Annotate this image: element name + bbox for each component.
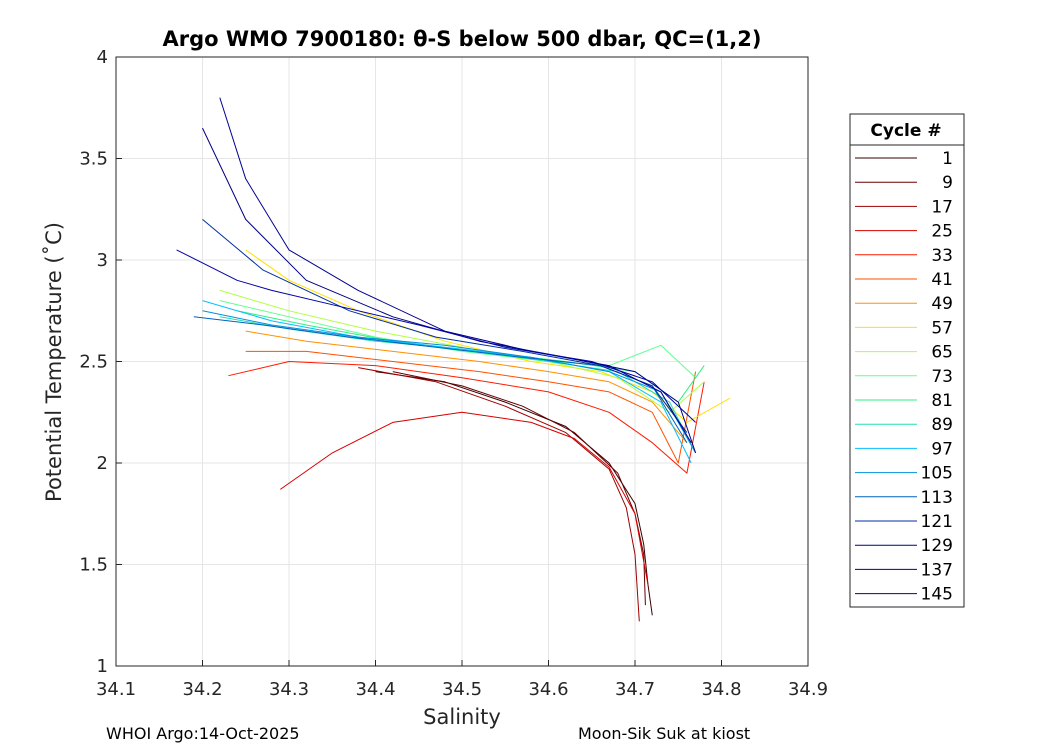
legend-title: Cycle # [870,121,941,141]
x-axis-label: Salinity [423,705,501,729]
series-cycle-105 [202,310,697,454]
x-tick-label: 34.5 [442,679,482,700]
legend-label: 121 [921,512,953,532]
y-axis-label: Potential Temperature (˚C) [42,222,66,502]
x-tick-label: 34.2 [182,679,222,700]
y-tick-label: 3 [97,250,108,271]
y-tick-label: 1.5 [79,555,108,576]
grid [115,56,809,667]
series-cycle-129 [202,127,697,454]
ticks: 34.1 34.2 34.3 34.4 34.5 34.6 34.7 34.8 34.9 1 1.5… [79,47,828,700]
x-tick-label: 34.4 [355,679,395,700]
series-cycle-17 [358,367,640,622]
series-cycle-57 [245,249,731,423]
legend-label: 73 [931,367,953,387]
legend-label: 97 [931,439,953,459]
footer-author: Moon-Sik Suk at kiost [578,724,751,743]
y-tick-label: 2.5 [79,352,108,373]
series-cycle-121 [202,219,688,433]
series-cycle-73 [219,300,696,379]
y-tick-label: 3.5 [79,149,108,170]
x-tick-label: 34.7 [615,679,655,700]
legend-label: 89 [931,415,953,435]
series-cycle-113 [193,316,688,443]
legend-entries: 1 9 17 25 33 41 49 57 65 73 81 89 97 105 113 121 129 137 1… [855,149,953,605]
series-cycle-97 [202,300,692,464]
legend-label: 137 [921,560,953,580]
y-tick-label: 1 [97,656,108,677]
legend-label: 57 [931,318,953,338]
y-tick-label: 2 [97,453,108,474]
legend-label: 105 [921,464,953,484]
series-cycle-25 [280,411,649,585]
legend-label: 49 [931,294,953,314]
legend-label: 25 [931,222,953,242]
legend-label: 145 [921,585,953,605]
legend-box [849,113,965,608]
legend-label: 33 [931,246,953,266]
legend: Cycle # 1 9 17 25 33 41 49 57 65 73 81 89 97 105 113 12… [849,113,965,608]
series-layer [176,97,731,622]
footer-credit-date: WHOI Argo:14-Oct-2025 [106,724,300,743]
y-tick-label: 4 [97,47,108,68]
x-tick-label: 34.8 [701,679,741,700]
chart-title: Argo WMO 7900180: θ-S below 500 dbar, QC… [163,27,762,51]
legend-label: 41 [931,270,953,290]
series-cycle-137 [219,97,692,443]
legend-label: 81 [931,391,953,411]
series-cycle-1 [375,371,653,616]
x-tick-label: 34.6 [528,679,568,700]
legend-label: 65 [931,343,953,363]
series-cycle-145 [176,249,696,423]
legend-label: 1 [942,149,953,169]
series-cycle-9 [392,371,646,606]
series-cycle-33 [228,361,705,474]
legend-label: 17 [931,197,953,217]
legend-label: 9 [942,173,953,193]
legend-label: 113 [921,488,953,508]
legend-label: 129 [921,536,953,556]
x-tick-label: 34.9 [788,679,828,700]
series-cycle-41 [245,350,697,464]
series-cycle-49 [245,330,688,444]
x-tick-label: 34.3 [269,679,309,700]
x-tick-label: 34.1 [96,679,136,700]
